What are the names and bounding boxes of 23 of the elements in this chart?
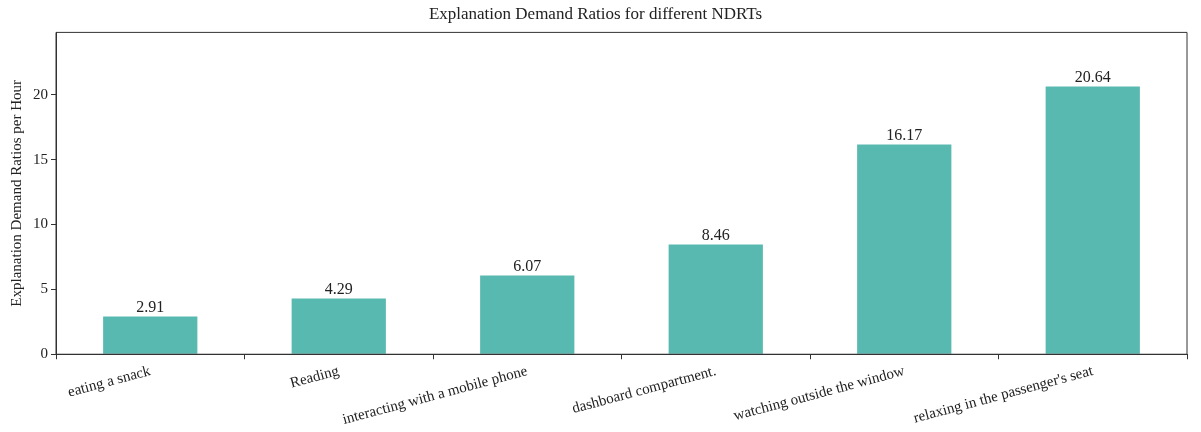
data-label: 8.46 — [701, 225, 730, 243]
y-tick-label: 15 — [33, 150, 48, 167]
data-label: 2.91 — [136, 297, 165, 315]
y-tick-label: 20 — [33, 85, 48, 102]
y-tick-label: 10 — [33, 215, 48, 232]
bar — [291, 298, 386, 354]
y-tick-label: 0 — [40, 345, 48, 362]
x-tick-label: eating a snack — [65, 362, 153, 400]
bar — [103, 316, 198, 354]
bar — [480, 275, 575, 354]
x-tick-label: watching outside the window — [731, 362, 907, 424]
bar — [668, 244, 763, 354]
y-tick-label: 5 — [40, 280, 48, 297]
data-label: 6.07 — [513, 256, 542, 274]
data-label: 16.17 — [886, 125, 923, 143]
data-label: 20.64 — [1074, 67, 1111, 85]
x-tick-label: Reading — [288, 362, 342, 391]
bar — [1045, 86, 1140, 354]
y-axis-title: Explanation Demand Ratios per Hour — [7, 80, 24, 307]
bar — [857, 144, 952, 354]
x-tick-label: interacting with a mobile phone — [340, 362, 530, 428]
data-label: 4.29 — [324, 279, 353, 297]
chart-title: Explanation Demand Ratios for different NDRTs — [428, 3, 763, 23]
